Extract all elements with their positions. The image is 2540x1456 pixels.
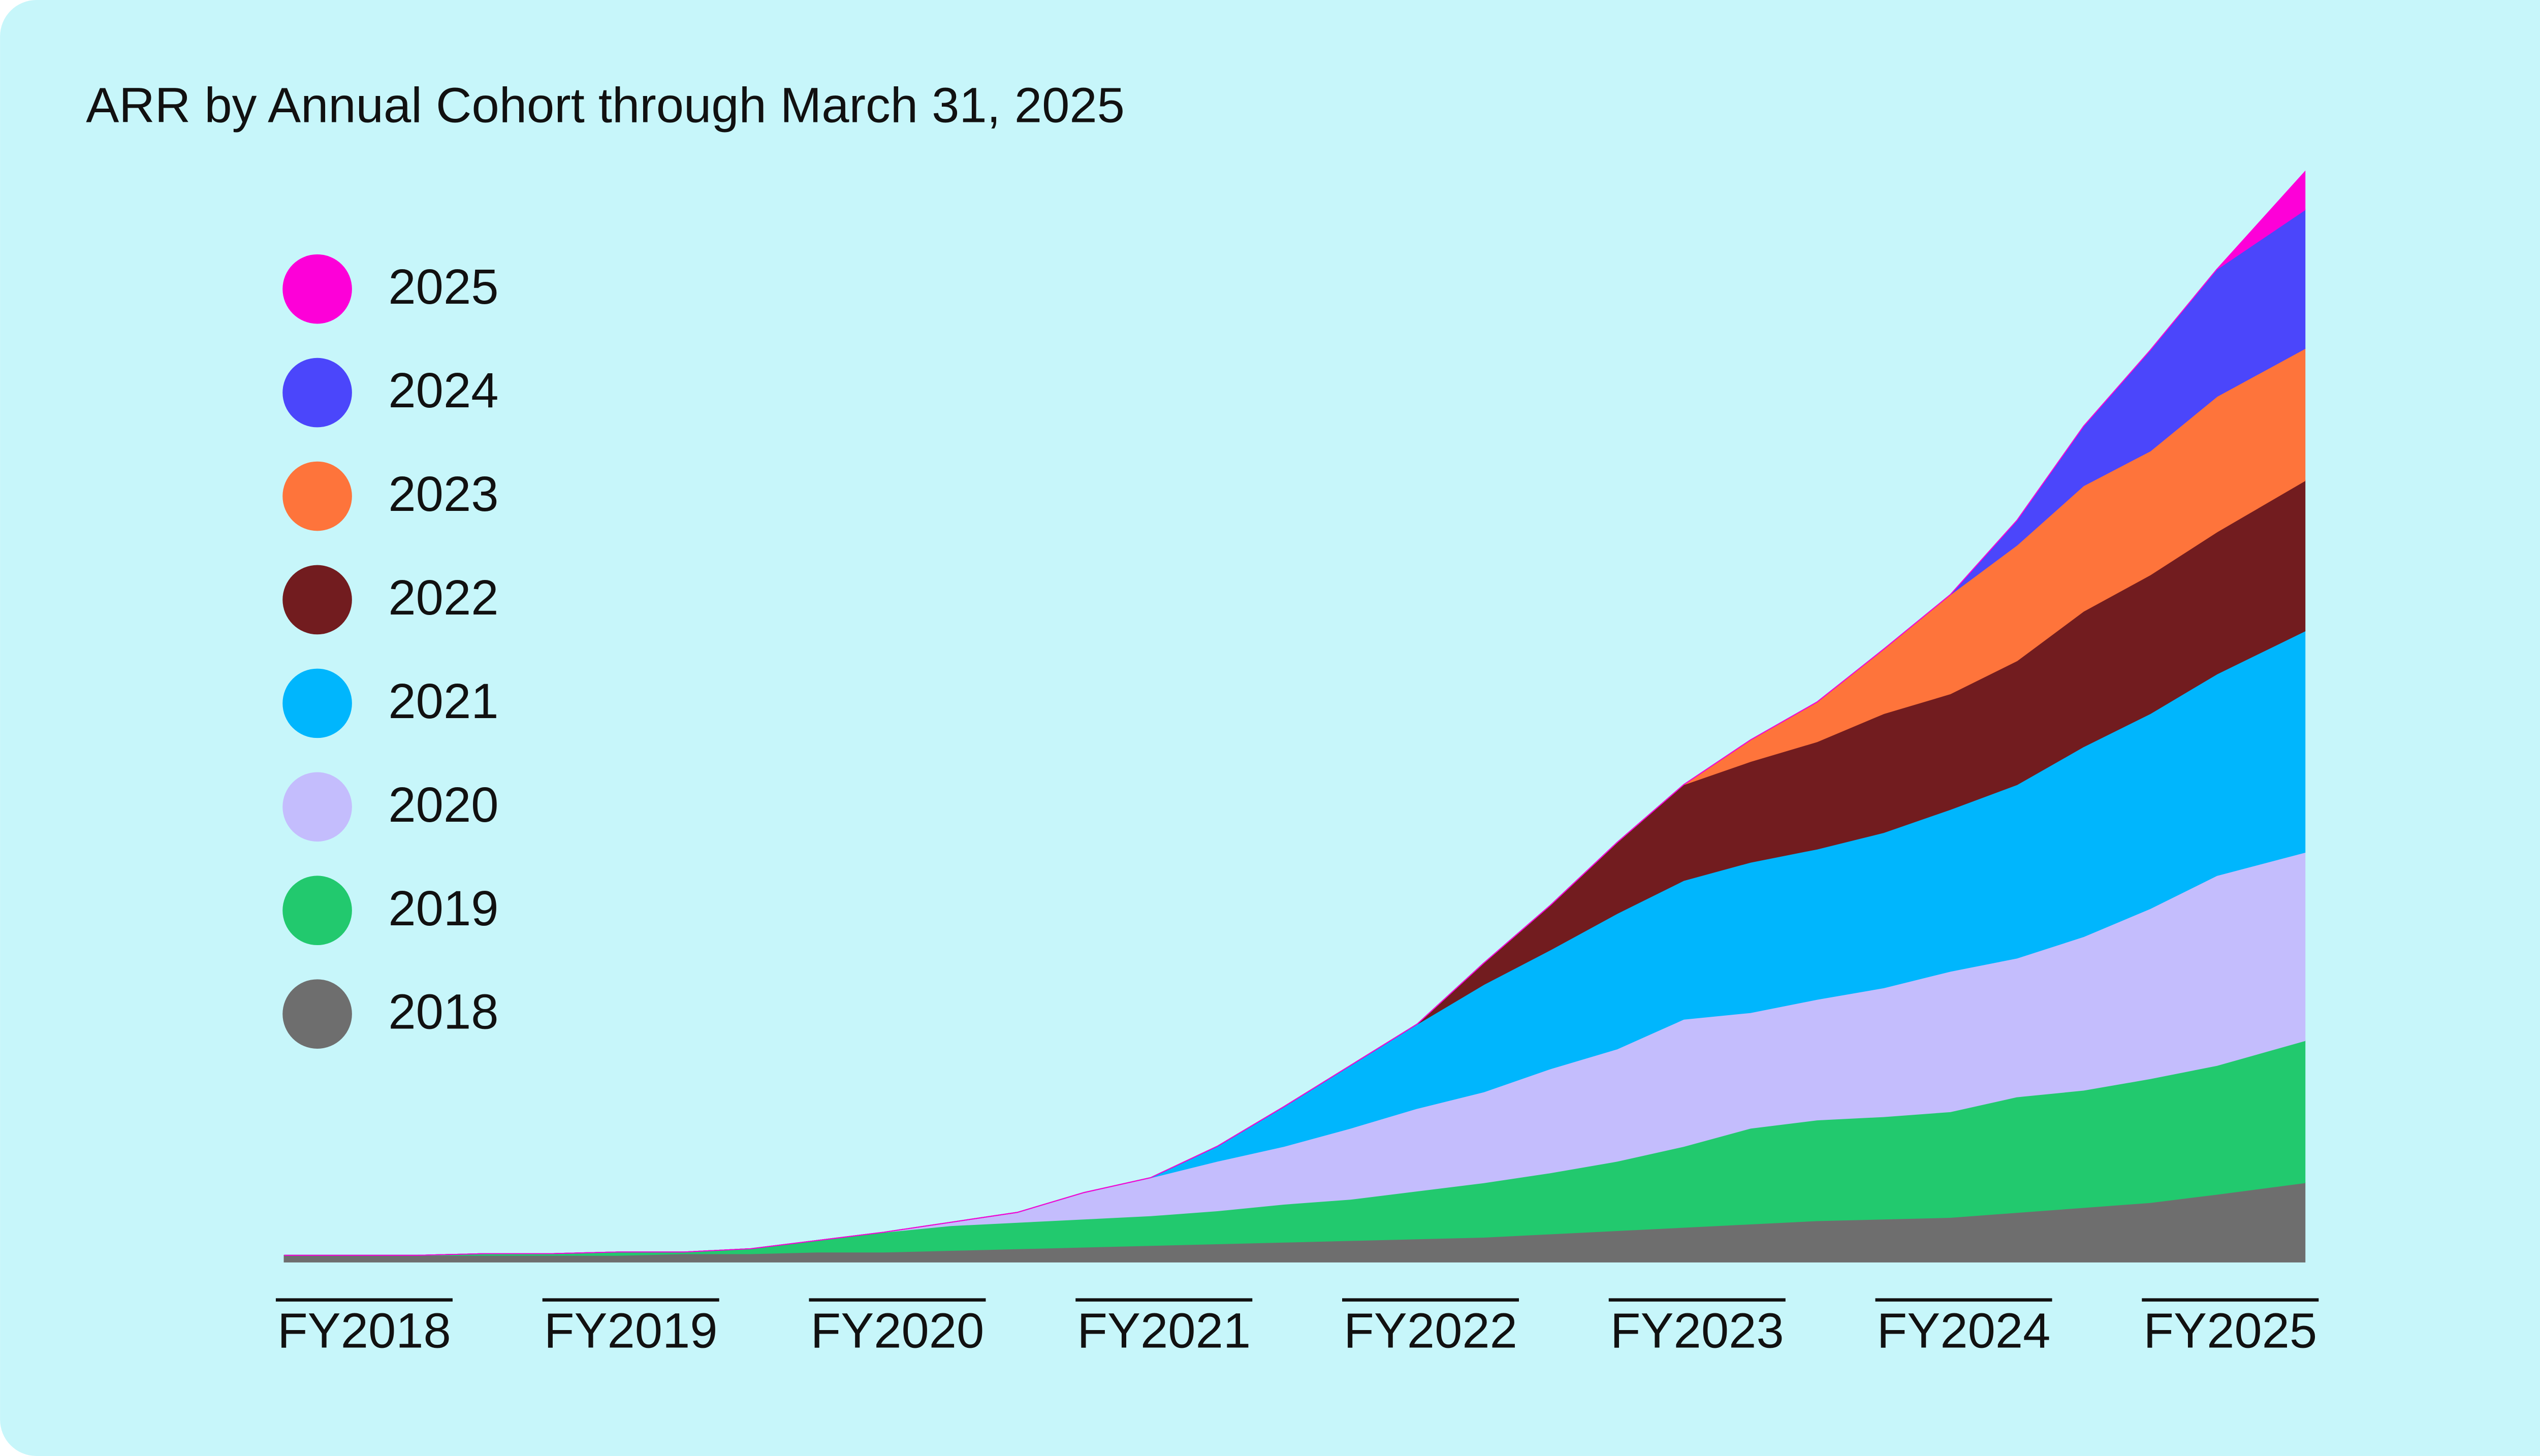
x-tick-label: FY2023 [1610, 1303, 1784, 1358]
x-tick-label: FY2019 [544, 1303, 718, 1358]
legend: 2018 2019 2020 2021 2022 2023 2024 2025 [282, 254, 498, 1049]
x-axis: FY2018 FY2019 FY2020 FY2021 FY2022 FY2023 FY20… [275, 1298, 2319, 1358]
legend-swatch [282, 668, 352, 738]
plot-area [283, 170, 2306, 1263]
x-tick-label: FY2025 [2143, 1303, 2317, 1358]
legend-swatch [282, 979, 352, 1049]
chart-title: ARR by Annual Cohort through March 31, 2… [86, 77, 1125, 133]
legend-label: 2021 [388, 673, 498, 729]
legend-label: 2019 [388, 881, 498, 936]
legend-label: 2023 [388, 466, 498, 522]
x-tick-label: FY2022 [1344, 1303, 1517, 1358]
x-tick-label: FY2018 [277, 1303, 451, 1358]
legend-label: 2018 [388, 984, 498, 1040]
legend-label: 2025 [388, 259, 498, 314]
legend-swatch [282, 772, 352, 842]
legend-label: 2022 [388, 570, 498, 625]
x-tick-label: FY2024 [1877, 1303, 2051, 1358]
legend-label: 2020 [388, 777, 498, 832]
legend-swatch [282, 358, 352, 428]
legend-label: 2024 [388, 363, 498, 418]
x-tick-label: FY2020 [811, 1303, 985, 1358]
legend-swatch [282, 565, 352, 635]
x-tick-label: FY2021 [1077, 1303, 1251, 1358]
legend-swatch [282, 876, 352, 946]
legend-swatch [282, 254, 352, 324]
legend-swatch [282, 461, 352, 531]
area [284, 170, 2306, 1256]
